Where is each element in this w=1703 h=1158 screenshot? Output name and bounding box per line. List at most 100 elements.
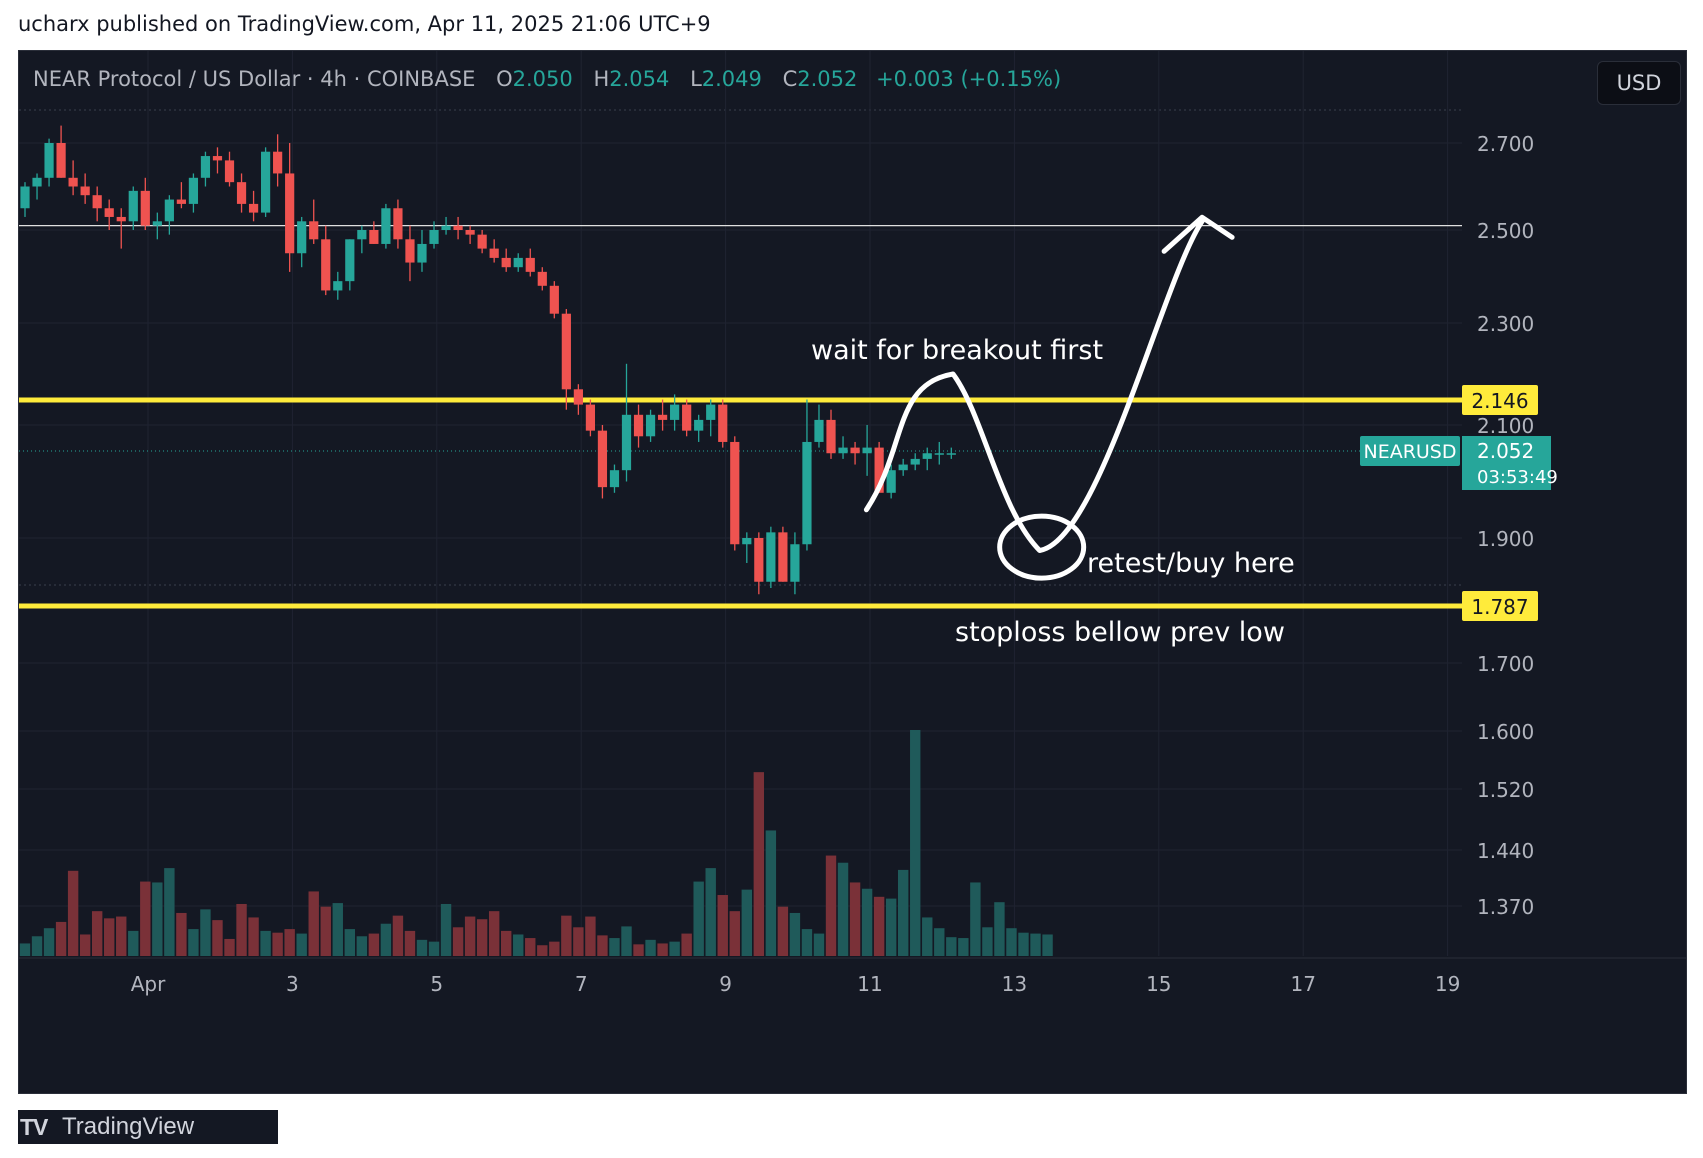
level-tag <box>1462 385 1538 415</box>
volume-bar <box>67 870 79 956</box>
volume-bar <box>31 936 43 956</box>
volume-bar <box>994 902 1005 956</box>
volume-bar <box>537 945 548 956</box>
candle-body <box>886 470 896 493</box>
candle-body <box>922 453 932 459</box>
currency-button[interactable]: USD <box>1597 61 1681 105</box>
candle-body <box>585 404 596 431</box>
high-label: H <box>593 67 610 91</box>
open-label: O <box>496 67 513 91</box>
volume-bar <box>332 903 343 956</box>
volume-bar <box>248 917 259 956</box>
volume-bar <box>260 930 271 956</box>
candle-body <box>730 441 740 545</box>
published-line: ucharx published on TradingView.com, Apr… <box>18 12 711 36</box>
volume-bar <box>897 869 909 956</box>
volume-bar <box>645 939 656 956</box>
candle-body <box>465 230 475 235</box>
symbol-title[interactable]: NEAR Protocol / US Dollar · 4h · COINBAS… <box>33 67 476 91</box>
volume-bar <box>801 929 813 956</box>
footer-brand: TradingView <box>62 1113 195 1140</box>
volume-bar <box>922 917 933 956</box>
candle-body <box>333 281 343 291</box>
candle-body <box>212 156 223 161</box>
volume-bar <box>19 943 31 956</box>
volume-bar <box>128 930 139 956</box>
time-axis[interactable]: Apr 3 5 7 9 11 13 15 17 19 <box>131 972 1461 996</box>
close-label: C <box>782 67 798 91</box>
candle-body <box>381 208 391 244</box>
symbol-tag-label: NEARUSD <box>1363 441 1456 463</box>
volume-bar <box>176 912 187 956</box>
candle-body <box>309 221 319 240</box>
candle-body <box>778 532 788 582</box>
volume-bar <box>849 882 861 956</box>
candle-body <box>790 544 800 582</box>
candle-body <box>152 221 162 226</box>
volume-bar <box>525 938 536 956</box>
volume-bar <box>104 918 115 956</box>
low-label: L <box>690 67 702 91</box>
volume-bar <box>777 906 789 956</box>
candle-body <box>489 248 499 258</box>
time-tick-label: 5 <box>430 972 443 996</box>
candle-body <box>405 239 415 263</box>
volume-bar <box>597 935 608 956</box>
volume-bar <box>320 906 331 956</box>
candle-body <box>718 404 728 442</box>
change-value: +0.003 (+0.15%) <box>876 67 1062 91</box>
candle-body <box>573 389 583 405</box>
volume-bar <box>633 944 644 956</box>
volume-bar <box>140 881 151 956</box>
candle-body <box>417 243 427 263</box>
volume-bar <box>200 909 211 956</box>
volume-bar <box>585 916 596 956</box>
volume-bar <box>308 891 319 956</box>
candle-body <box>682 404 692 431</box>
candle-body <box>561 313 571 390</box>
candle-body <box>742 538 752 545</box>
price-tick-label: 2.100 <box>1477 414 1534 438</box>
candle-body <box>429 230 439 244</box>
candle-body <box>501 257 511 268</box>
arrow-head-icon <box>1161 214 1235 254</box>
volume-bar <box>982 927 993 956</box>
time-tick-label: 3 <box>286 972 299 996</box>
chart-canvas[interactable]: 2.146 1.787 NEARUSD 2.052 03:53:49 wait for … <box>19 51 1686 1093</box>
candle-body <box>321 239 331 291</box>
annotation-text: stoploss bellow prev low <box>955 617 1285 648</box>
level-tag <box>1462 591 1538 621</box>
price-tag-countdown: 03:53:49 <box>1477 467 1558 488</box>
volume-bar <box>368 933 380 956</box>
candle-body <box>670 404 680 420</box>
candle-body <box>20 186 30 209</box>
volume-bar <box>813 933 825 956</box>
volume-bar <box>212 920 223 956</box>
volume-bar <box>43 928 55 956</box>
chart-frame[interactable]: 2.146 1.787 NEARUSD 2.052 03:53:49 wait for … <box>18 50 1687 1094</box>
price-tick-label: 2.300 <box>1477 312 1534 336</box>
volume-bar <box>501 930 512 956</box>
candle-body <box>633 414 644 437</box>
symbol-legend: NEAR Protocol / US Dollar · 4h · COINBAS… <box>33 67 1061 91</box>
volume-bar <box>476 919 488 956</box>
time-tick-label: 13 <box>1002 972 1027 996</box>
candle-body <box>754 538 764 582</box>
candle-body <box>645 414 656 437</box>
drawing-annotations[interactable]: wait for breakout first retest/buy here st… <box>811 214 1295 648</box>
volume-bar <box>825 855 837 956</box>
candle-body <box>694 419 704 431</box>
annotation-text: wait for breakout first <box>811 335 1103 366</box>
candle-body <box>910 458 920 465</box>
volume-bar <box>717 895 728 956</box>
candle-body <box>838 447 848 454</box>
volume-bar <box>416 939 428 956</box>
volume-bar <box>873 896 885 956</box>
volume-bar <box>657 943 668 956</box>
candle-body <box>706 404 716 420</box>
price-axis[interactable]: 2.700 2.500 2.300 2.100 1.900 1.700 1.600 1.520… <box>1477 132 1534 919</box>
volume-bar <box>837 862 849 956</box>
level-lines[interactable]: 2.146 1.787 NEARUSD 2.052 03:53:49 <box>19 225 1558 621</box>
candle-body <box>934 453 944 455</box>
price-tag-price: 2.052 <box>1477 439 1534 463</box>
